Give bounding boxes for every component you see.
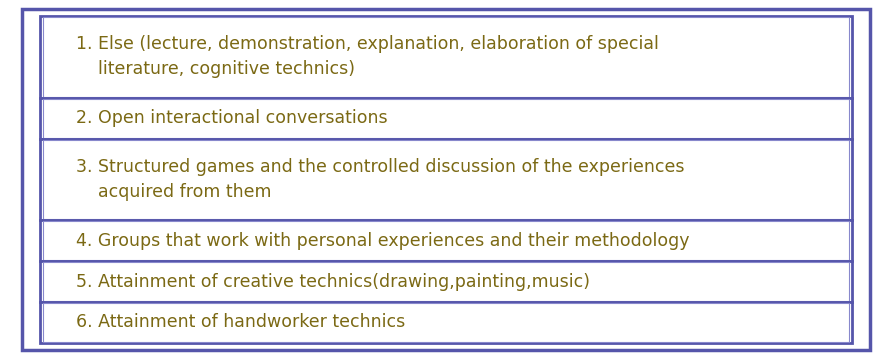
Bar bbox=[40, 98, 852, 139]
Bar bbox=[43, 262, 849, 301]
Bar bbox=[43, 17, 849, 97]
Text: 4. Groups that work with personal experiences and their methodology: 4. Groups that work with personal experi… bbox=[76, 232, 690, 250]
Bar bbox=[43, 99, 849, 137]
Text: 6. Attainment of handworker technics: 6. Attainment of handworker technics bbox=[76, 313, 405, 331]
Text: 3. Structured games and the controlled discussion of the experiences
    acquire: 3. Structured games and the controlled d… bbox=[76, 158, 684, 201]
Text: 5. Attainment of creative technics(drawing,painting,music): 5. Attainment of creative technics(drawi… bbox=[76, 272, 590, 290]
Bar bbox=[43, 303, 849, 342]
Bar bbox=[43, 140, 849, 219]
Text: 2. Open interactional conversations: 2. Open interactional conversations bbox=[76, 109, 387, 127]
Bar bbox=[40, 139, 852, 220]
Bar bbox=[40, 261, 852, 302]
Bar bbox=[43, 222, 849, 260]
Text: 1. Else (lecture, demonstration, explanation, elaboration of special
    literat: 1. Else (lecture, demonstration, explana… bbox=[76, 36, 658, 79]
Bar bbox=[40, 220, 852, 261]
Bar bbox=[40, 302, 852, 343]
Bar bbox=[40, 16, 852, 98]
